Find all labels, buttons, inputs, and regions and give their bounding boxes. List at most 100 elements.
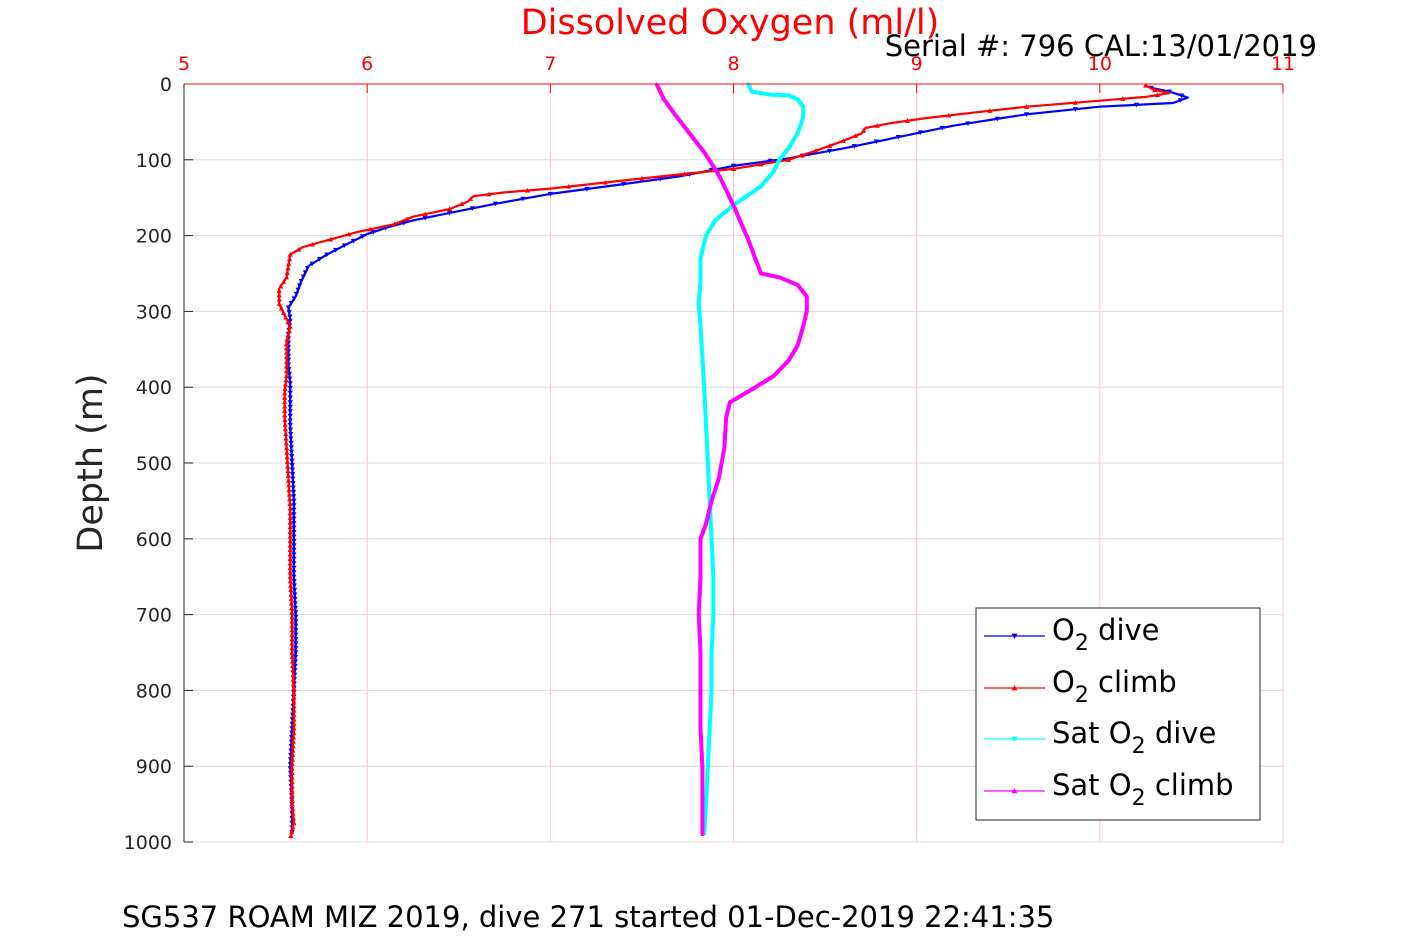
data-point xyxy=(706,742,711,746)
data-point xyxy=(288,445,294,450)
data-point xyxy=(287,314,293,320)
data-point xyxy=(709,664,714,668)
data-point xyxy=(704,439,709,443)
data-point xyxy=(700,350,705,355)
data-point xyxy=(711,604,716,608)
data-point xyxy=(702,150,707,154)
data-point xyxy=(784,360,789,365)
data-point xyxy=(707,505,712,510)
data-point xyxy=(710,494,715,498)
legend-label-suffix: dive xyxy=(1146,716,1217,750)
data-point xyxy=(697,290,702,295)
data-point xyxy=(701,376,706,380)
data-point xyxy=(287,529,293,534)
data-point xyxy=(486,191,492,197)
data-point xyxy=(697,293,702,297)
data-point xyxy=(283,431,289,436)
data-point xyxy=(700,768,705,773)
data-point xyxy=(283,440,289,446)
data-point xyxy=(1166,89,1173,95)
data-point xyxy=(715,480,720,485)
series-o2-climb xyxy=(276,82,1171,839)
data-point xyxy=(680,121,685,126)
data-point xyxy=(697,318,702,322)
data-point xyxy=(697,585,702,590)
data-point xyxy=(674,114,679,119)
data-point xyxy=(705,463,710,468)
legend-label-suffix: climb xyxy=(1146,768,1234,802)
data-point xyxy=(704,798,709,802)
data-point xyxy=(711,492,716,496)
data-point xyxy=(288,591,294,597)
data-point xyxy=(289,788,295,793)
data-point xyxy=(707,490,712,494)
data-point xyxy=(276,292,282,298)
data-point xyxy=(287,519,293,525)
data-point xyxy=(698,581,703,585)
serial-cal-label: Serial #: 796 CAL:13/01/2019 xyxy=(885,29,1317,63)
data-point xyxy=(706,465,711,470)
data-point xyxy=(711,588,716,593)
data-point xyxy=(700,797,705,802)
data-point xyxy=(290,667,296,673)
data-point xyxy=(286,328,292,333)
data-point xyxy=(703,407,708,412)
data-point xyxy=(704,432,709,437)
data-point xyxy=(718,466,723,471)
data-point xyxy=(711,581,716,586)
data-point xyxy=(768,273,773,277)
data-point xyxy=(698,704,703,708)
y-tick-label: 300 xyxy=(136,301,172,323)
data-point xyxy=(711,575,716,579)
data-point xyxy=(698,675,703,679)
data-point xyxy=(698,256,703,261)
data-point xyxy=(698,554,703,559)
data-point xyxy=(287,538,293,544)
data-point xyxy=(698,563,703,568)
data-point xyxy=(787,144,792,149)
data-point xyxy=(764,378,769,382)
data-point xyxy=(683,126,688,131)
data-point xyxy=(290,489,297,495)
data-point xyxy=(709,682,714,686)
data-point xyxy=(699,338,704,343)
data-point xyxy=(703,811,708,816)
data-point xyxy=(287,423,293,428)
data-point xyxy=(290,476,296,482)
data-point xyxy=(284,449,290,455)
data-point xyxy=(709,691,714,695)
data-point xyxy=(698,268,703,272)
data-point xyxy=(701,366,706,371)
data-point xyxy=(288,440,294,446)
data-point xyxy=(711,586,716,590)
data-point xyxy=(290,663,296,668)
data-point xyxy=(287,574,293,579)
data-point xyxy=(709,684,714,688)
data-point xyxy=(987,108,993,113)
data-point xyxy=(706,481,711,486)
data-point xyxy=(300,274,306,280)
legend-entry: O2 dive xyxy=(984,613,1160,656)
data-point xyxy=(698,331,703,336)
data-point xyxy=(700,362,705,366)
data-point xyxy=(698,670,703,675)
data-point xyxy=(293,637,299,642)
data-point xyxy=(705,454,710,459)
data-point xyxy=(710,563,715,568)
data-point xyxy=(689,133,694,138)
data-point xyxy=(287,551,293,557)
data-point xyxy=(1177,98,1184,103)
data-point xyxy=(721,450,726,455)
data-point xyxy=(285,332,291,338)
data-point xyxy=(804,296,809,301)
data-point xyxy=(283,341,290,346)
data-point xyxy=(708,526,713,530)
data-point xyxy=(702,387,707,392)
data-point xyxy=(697,309,702,313)
data-point xyxy=(698,730,703,735)
data-point xyxy=(700,757,705,762)
data-point xyxy=(705,764,710,769)
data-point xyxy=(705,775,710,780)
data-point xyxy=(288,449,295,455)
data-point xyxy=(860,128,867,133)
